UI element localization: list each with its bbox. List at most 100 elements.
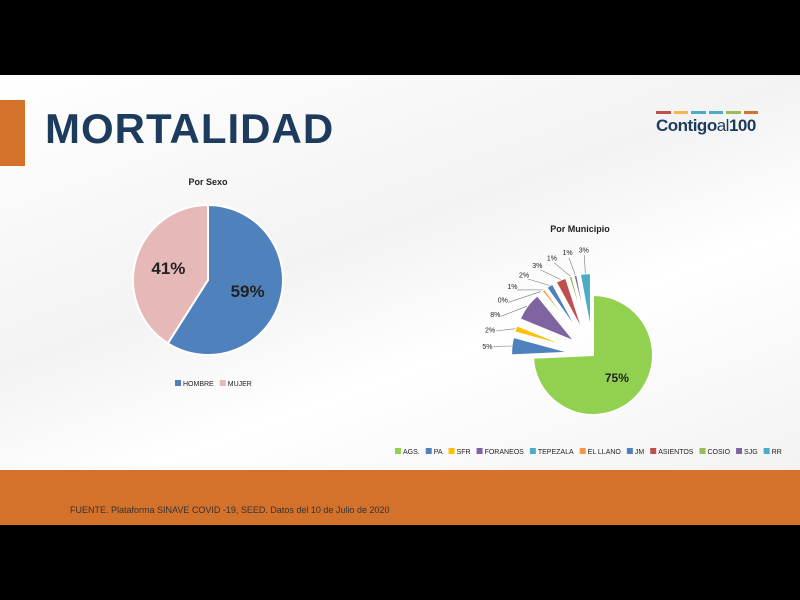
pie-slice-tepezala: 0% [498, 291, 542, 304]
pie-slice-jm: 2% [519, 272, 583, 337]
slice-shape [132, 203, 209, 345]
logo-text: Contigoal100 [656, 116, 758, 136]
legend-label: JM [635, 449, 645, 456]
data-label: 2% [485, 328, 495, 335]
pie-slice-ags: 75% [532, 293, 654, 416]
legend-label: MUJER [228, 381, 252, 388]
logo-bar [656, 111, 671, 114]
footer-band [0, 470, 800, 525]
pie-slice-elllano: 1% [507, 284, 581, 339]
legend-swatch [650, 448, 657, 454]
source-note: FUENTE. Plataforma SINAVE COVID -19, SEE… [70, 505, 390, 515]
leader-line [540, 269, 561, 280]
legend-item: MUJER [219, 380, 252, 388]
slice-shape [510, 335, 572, 357]
legend-swatch [699, 448, 706, 454]
legend-swatch [529, 448, 536, 454]
leader-line [527, 278, 550, 286]
data-label: 1% [547, 255, 557, 262]
legend-swatch [219, 380, 226, 386]
legend-item: TEPEZALA [529, 448, 574, 456]
legend-item: JM [626, 448, 645, 456]
legend-swatch [579, 448, 586, 454]
slice-shape [544, 282, 583, 337]
leader-line [495, 328, 516, 332]
pie-slice-cosio: 1% [547, 255, 588, 335]
pie-slice-sfr: 2% [485, 323, 573, 349]
legend-label: FORANEOS [485, 449, 525, 456]
legend-item: HOMBRE [175, 380, 214, 388]
legend-item: SFR [448, 448, 471, 456]
chart-title: Por Sexo [188, 177, 228, 187]
legend-swatch [736, 448, 743, 454]
legend-swatch [175, 380, 181, 386]
legend-item: FORANEOS [476, 448, 525, 456]
legend-label: SFR [457, 449, 471, 456]
slice-shape [532, 293, 654, 416]
logo: Contigoal100 [656, 111, 758, 136]
data-label: 8% [490, 312, 500, 319]
legend-label: AGS. [403, 449, 420, 456]
legend-label: ASIENTOS [658, 449, 694, 456]
logo-bar [673, 111, 688, 114]
data-label: 2% [519, 272, 529, 279]
slice-shape [166, 203, 284, 356]
pie-slice-mujer: 41% [132, 203, 209, 345]
legend-swatch [476, 448, 483, 454]
legend-label: HOMBRE [183, 381, 214, 388]
data-label: 0% [498, 297, 508, 304]
legend-swatch [626, 448, 633, 454]
leader-line [583, 255, 586, 274]
slice-shape [567, 274, 588, 335]
leader-line [507, 291, 542, 303]
leader-line [554, 262, 571, 277]
data-label: 59% [231, 282, 265, 301]
chart-title: Por Municipio [550, 224, 610, 234]
logo-bars [656, 111, 758, 114]
legend-label: EL LLANO [588, 449, 622, 456]
legend-item: AGS. [395, 448, 420, 456]
logo-bar [743, 111, 758, 114]
legend-label: COSIO [707, 449, 730, 456]
data-label: 3% [579, 247, 589, 254]
pie-slice-foraneos: 8% [490, 294, 577, 343]
data-label: 3% [532, 263, 542, 270]
logo-bar [691, 111, 706, 114]
legend-swatch [395, 448, 401, 454]
legend-label: RR [772, 449, 782, 456]
pie-slice-hombre: 59% [166, 203, 284, 356]
data-label: 41% [151, 259, 185, 278]
pie-slice-rr: 3% [578, 247, 592, 334]
slice-shape [578, 272, 592, 334]
legend-item: COSIO [699, 448, 731, 456]
logo-word: Contigo [656, 116, 717, 135]
logo-word: al [716, 116, 730, 135]
pie-slice-asientos: 3% [532, 263, 586, 336]
logo-bar [708, 111, 723, 114]
accent-bar [0, 100, 25, 166]
legend-item: SJG [736, 448, 758, 456]
legend-label: PA [434, 449, 443, 456]
data-label: 1% [562, 250, 572, 257]
legend-item: RR [763, 448, 782, 456]
legend-swatch [763, 448, 770, 454]
data-label: 1% [507, 284, 517, 291]
data-label: 5% [482, 344, 492, 351]
legend-item: ASIENTOS [650, 448, 694, 456]
slice-shape [540, 287, 581, 339]
page-title: MORTALIDAD [45, 105, 335, 152]
legend-label: TEPEZALA [538, 449, 574, 456]
legend-item: PA [425, 448, 443, 456]
logo-word: 100 [728, 116, 756, 135]
slice-shape [518, 294, 577, 343]
pie-slice-pa: 5% [482, 335, 572, 357]
legend-label: SJG [744, 449, 758, 456]
legend-swatch [425, 448, 432, 454]
leader-line [568, 257, 576, 276]
legend-swatch [448, 448, 455, 454]
legend-item: EL LLANO [579, 448, 622, 456]
logo-bar [726, 111, 741, 114]
pie-slice-sjg: 1% [562, 250, 590, 334]
leader-line [500, 305, 528, 317]
